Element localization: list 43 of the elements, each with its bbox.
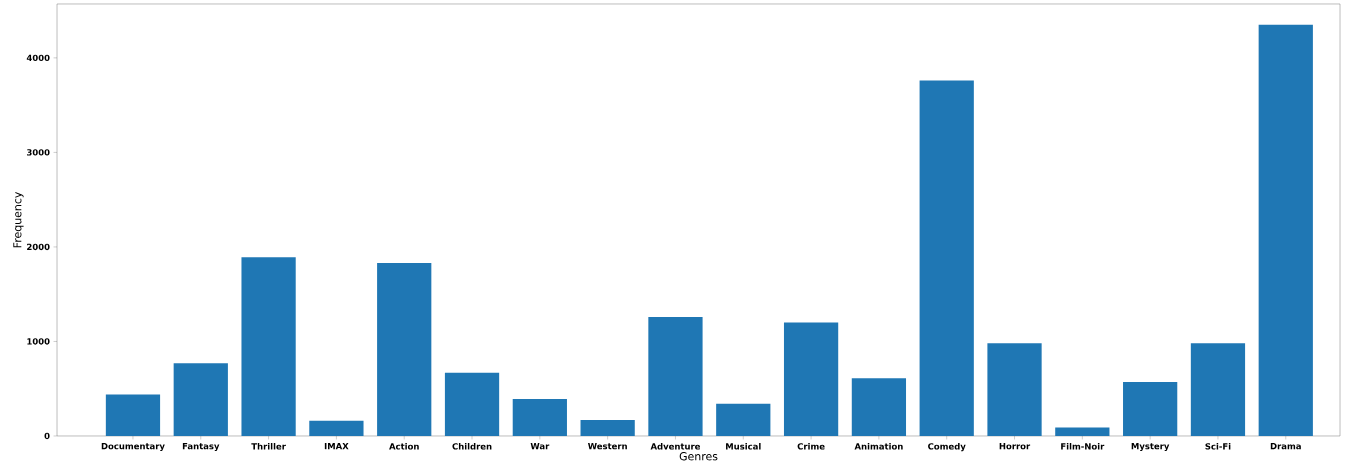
x-tick-label: Mystery [1131,443,1170,452]
bar [1190,343,1246,436]
x-tick-label: Western [587,443,627,450]
bar [1055,427,1110,436]
y-tick-label: 4000 [26,54,50,62]
y-axis-title: Frequency [13,192,24,248]
bar [919,80,974,436]
bar [105,394,161,436]
bar [444,372,500,436]
bar [377,263,432,436]
x-tick-label: Crime [797,443,825,450]
bar [512,399,567,436]
y-tick-label: 3000 [26,149,50,156]
bar [648,316,703,436]
bar [580,419,635,436]
bar [851,378,907,436]
x-tick-label: Animation [854,443,903,450]
bar [309,420,364,436]
bar [241,257,296,436]
bar [173,363,228,436]
x-tick-label: Thriller [251,443,286,450]
x-tick-label: War [530,443,550,450]
x-tick-label: Comedy [928,443,966,452]
bar [987,343,1042,436]
x-tick-label: Documentary [101,443,165,452]
y-tick-label: 1000 [27,338,50,345]
bar [1258,24,1313,436]
x-tick-label: Action [389,443,419,450]
x-tick-label: IMAX [324,443,349,450]
x-tick-label: Musical [726,443,761,450]
x-tick-label: Horror [999,443,1031,450]
x-axis-title: Genres [679,452,718,461]
x-tick-label: Sci-Fi [1205,443,1231,450]
bar [1123,382,1178,436]
bar [783,322,839,436]
bar [716,403,771,436]
x-tick-label: Adventure [650,443,700,450]
x-tick-label: Drama [1270,443,1301,450]
y-tick-label: 0 [44,432,50,440]
y-tick-label: 2000 [27,243,50,251]
x-tick-label: Fantasy [182,443,220,452]
x-tick-label: Film-Noir [1061,443,1105,450]
x-tick-label: Children [452,443,492,450]
